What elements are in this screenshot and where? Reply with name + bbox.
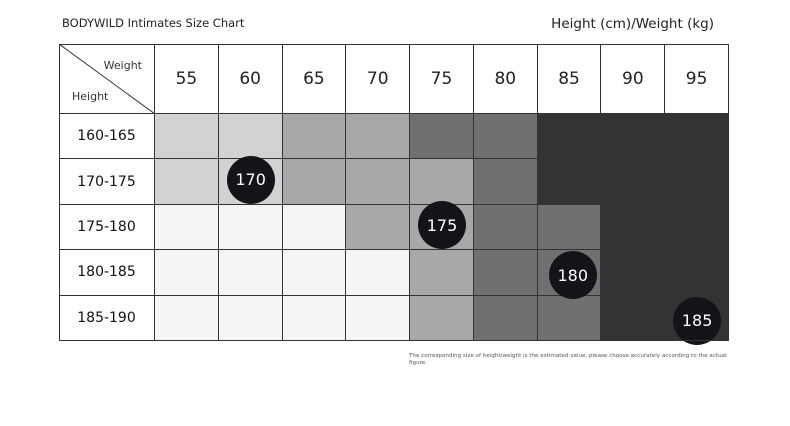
height-row-header-0: 160-165 <box>59 114 155 160</box>
height-row-header-4: 185-190 <box>59 295 155 341</box>
table-cell <box>155 114 219 160</box>
table-cell <box>282 114 347 160</box>
table-cell <box>218 114 283 160</box>
table-cell <box>282 159 347 205</box>
weight-axis-label: Weight <box>103 59 142 72</box>
table-cell <box>665 159 729 205</box>
weight-header-3: 70 <box>346 44 411 114</box>
table-cell <box>601 250 666 296</box>
table-cell <box>473 159 538 205</box>
table-cell <box>218 204 283 251</box>
size-badge-180: 180 <box>548 251 597 300</box>
size-badge-170: 170 <box>226 155 275 204</box>
table-cell <box>665 204 729 251</box>
diagonal-line <box>59 44 155 114</box>
weight-header-7: 90 <box>601 44 666 114</box>
size-chart-table: Weight Height 55 60 65 70 75 80 85 90 95 160-165 1… <box>59 44 729 345</box>
table-cell <box>665 250 729 296</box>
weight-header-0: 55 <box>155 44 219 114</box>
weight-header-4: 75 <box>410 44 474 114</box>
table-cell <box>410 250 474 296</box>
table-cell <box>537 204 602 251</box>
table-cell <box>218 295 283 341</box>
table-cell <box>601 114 666 160</box>
brand-title: BODYWILD Intimates Size Chart <box>62 16 245 30</box>
table-cell <box>155 295 219 341</box>
unit-title: Height (cm)/Weight (kg) <box>551 16 714 32</box>
table-cell <box>282 204 347 251</box>
size-badge-185: 185 <box>673 296 722 345</box>
table-cell <box>410 114 474 160</box>
height-axis-label: Height <box>72 90 109 103</box>
weight-header-2: 65 <box>282 44 347 114</box>
table-cell <box>410 295 474 341</box>
table-cell <box>282 250 347 296</box>
table-cell <box>665 114 729 160</box>
table-cell <box>601 204 666 251</box>
footnote: The corresponding size of height/weight … <box>409 353 727 366</box>
table-cell <box>218 250 283 296</box>
table-cell <box>346 250 411 296</box>
table-cell <box>473 204 538 251</box>
table-cell <box>155 250 219 296</box>
weight-header-5: 80 <box>473 44 538 114</box>
weight-header-6: 85 <box>537 44 602 114</box>
table-cell <box>346 204 411 251</box>
table-cell <box>473 114 538 160</box>
weight-header-8: 95 <box>665 44 729 114</box>
table-cell <box>537 295 602 341</box>
corner-cell: Weight Height <box>59 44 155 114</box>
weight-header-1: 60 <box>218 44 283 114</box>
height-row-header-3: 180-185 <box>59 250 155 296</box>
table-cell <box>346 159 411 205</box>
table-cell <box>473 250 538 296</box>
table-cell <box>346 114 411 160</box>
table-cell <box>537 159 602 205</box>
table-cell <box>346 295 411 341</box>
table-cell <box>601 295 666 341</box>
size-badge-175: 175 <box>418 201 466 250</box>
height-row-header-1: 170-175 <box>59 159 155 205</box>
table-cell <box>155 204 219 251</box>
table-cell <box>537 114 602 160</box>
table-cell <box>410 159 474 205</box>
table-cell <box>155 159 219 205</box>
table-cell <box>473 295 538 341</box>
table-cell <box>282 295 347 341</box>
height-row-header-2: 175-180 <box>59 204 155 251</box>
table-cell <box>601 159 666 205</box>
